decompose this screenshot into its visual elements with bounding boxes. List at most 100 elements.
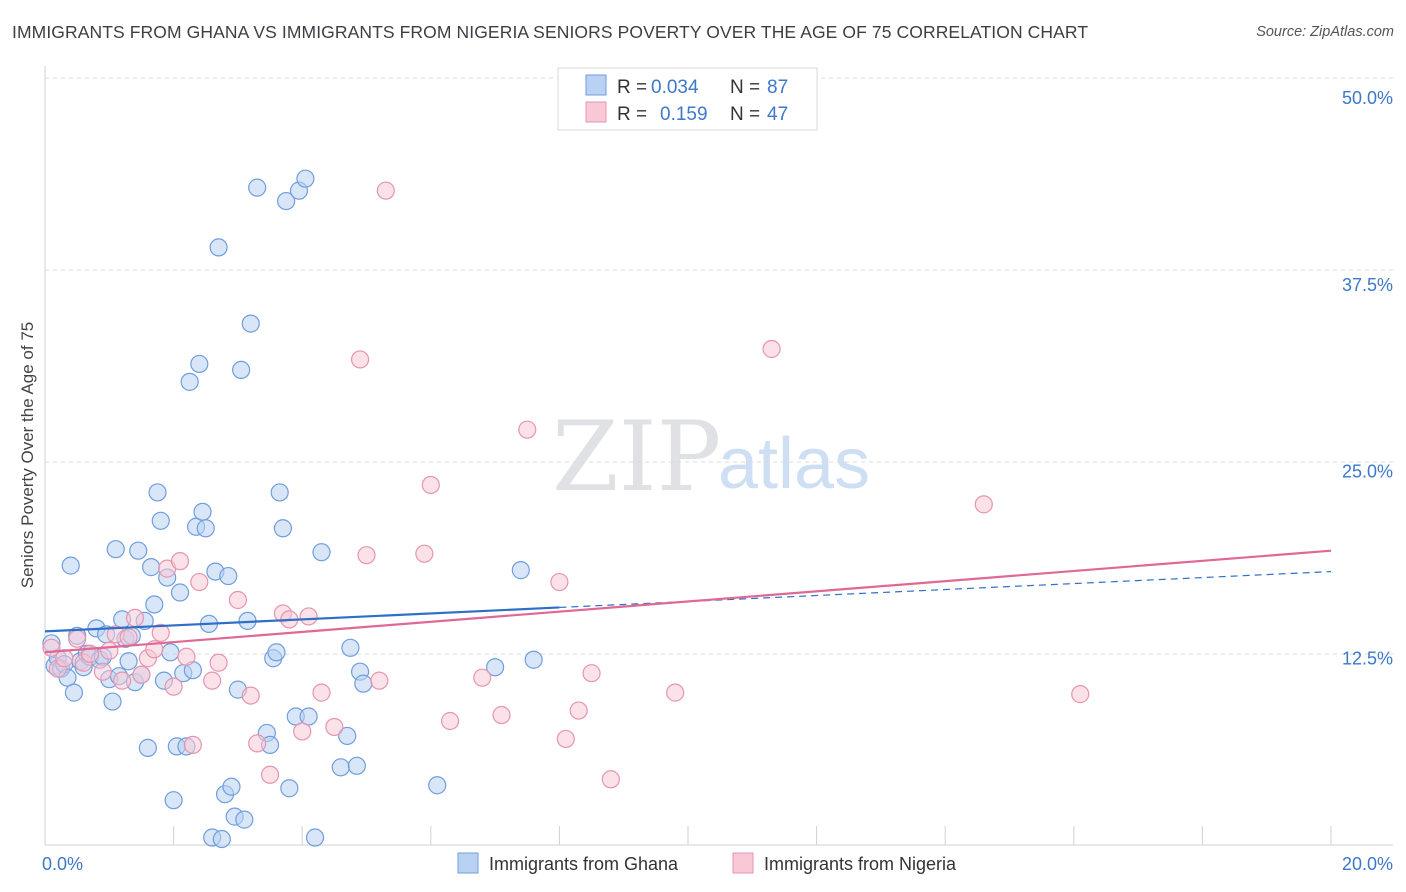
- legend-ghana-label: Immigrants from Ghana: [489, 854, 679, 874]
- ghana-point-37: [164, 791, 183, 810]
- nigeria-point-35: [357, 546, 376, 565]
- nigeria-point-42: [492, 705, 511, 725]
- ghana-point-59: [235, 810, 254, 829]
- nigeria-point-32: [312, 683, 331, 702]
- ghana-point-26: [129, 541, 148, 560]
- nigeria-point-3: [68, 629, 87, 648]
- ghana-r-label: R =: [617, 77, 647, 98]
- y-tick-label-3: 50.0%: [1342, 88, 1393, 108]
- y-tick-label-1: 25.0%: [1342, 462, 1393, 482]
- ghana-point-46: [193, 502, 212, 521]
- nigeria-point-39: [421, 475, 440, 495]
- ghana-point-6: [61, 556, 80, 575]
- ghana-point-76: [312, 543, 331, 562]
- ghana-point-36: [161, 643, 180, 662]
- ghana-stat-swatch: [585, 74, 607, 96]
- ghana-point-82: [354, 674, 373, 693]
- tick-labels: 12.5% 25.0% 37.5% 50.0% 0.0% 20.0%: [42, 88, 1393, 874]
- nigeria-trend-line: [44, 549, 1332, 654]
- ghana-point-68: [273, 519, 293, 538]
- ghana-point-30: [141, 558, 161, 577]
- nigeria-point-49: [666, 683, 685, 702]
- nigeria-point-12: [132, 665, 151, 684]
- nigeria-point-33: [325, 717, 344, 737]
- nigeria-points: [42, 181, 1090, 789]
- trend-lines: [44, 549, 1332, 654]
- nigeria-point-17: [164, 677, 183, 696]
- watermark-zip: ZIP: [552, 401, 721, 513]
- nigeria-point-6: [93, 662, 112, 681]
- ghana-point-32: [148, 483, 167, 502]
- watermark: ZIP atlas: [552, 401, 870, 513]
- series-legend: Immigrants from Ghana Immigrants from Ni…: [457, 852, 957, 874]
- nigeria-point-50: [762, 339, 781, 359]
- nigeria-point-44: [550, 572, 569, 592]
- ghana-point-18: [103, 692, 122, 711]
- ghana-point-86: [524, 650, 543, 669]
- nigeria-point-20: [183, 735, 202, 755]
- nigeria-point-27: [260, 765, 280, 784]
- ghana-point-80: [347, 756, 366, 775]
- nigeria-point-36: [370, 671, 389, 690]
- nigeria-point-9: [113, 671, 132, 690]
- ghana-point-69: [277, 191, 296, 211]
- x-tick-label-0: 0.0%: [42, 854, 83, 874]
- nigeria-point-37: [376, 181, 395, 200]
- nigeria-point-26: [248, 734, 267, 753]
- y-tick-label-2: 37.5%: [1342, 275, 1393, 295]
- ghana-point-78: [338, 726, 357, 746]
- nigeria-n-value: 47: [767, 104, 788, 125]
- nigeria-point-11: [125, 608, 145, 628]
- nigeria-point-47: [582, 664, 601, 683]
- nigeria-point-43: [518, 420, 537, 439]
- source-credit: Source: ZipAtlas.com: [1256, 24, 1394, 40]
- ghana-point-61: [241, 314, 260, 333]
- nigeria-point-52: [1071, 685, 1090, 704]
- nigeria-r-label: R =: [617, 104, 647, 125]
- nigeria-r-value: 0.159: [660, 104, 708, 125]
- ghana-point-66: [267, 643, 286, 662]
- ghana-point-29: [138, 738, 157, 757]
- stats-legend-box: R = 0.034 N = 87 R = 0.159 N = 47: [557, 67, 818, 131]
- ghana-point-7: [64, 683, 84, 702]
- axes: [44, 66, 1393, 846]
- ghana-point-85: [511, 561, 530, 580]
- nigeria-point-34: [350, 350, 370, 369]
- ghana-points: [42, 169, 543, 849]
- y-axis-title: Seniors Poverty Over the Age of 75: [18, 322, 37, 588]
- ghana-point-77: [331, 758, 350, 777]
- nigeria-stat-swatch: [585, 101, 607, 123]
- nigeria-point-40: [440, 711, 460, 731]
- ghana-point-58: [232, 360, 251, 380]
- ghana-point-84: [486, 658, 505, 677]
- nigeria-point-15: [151, 623, 170, 642]
- legend-ghana-swatch: [457, 852, 479, 874]
- y-tick-label-0: 12.5%: [1342, 648, 1393, 668]
- nigeria-point-48: [601, 770, 620, 789]
- nigeria-point-18: [170, 552, 190, 571]
- nigeria-point-31: [299, 607, 318, 626]
- ghana-point-74: [299, 707, 318, 726]
- nigeria-n-label: N =: [730, 104, 760, 125]
- x-tick-label-1: 20.0%: [1342, 854, 1393, 874]
- ghana-point-54: [219, 566, 238, 586]
- nigeria-point-21: [190, 572, 209, 592]
- nigeria-point-45: [556, 729, 575, 749]
- watermark-atlas: atlas: [718, 424, 870, 504]
- nigeria-point-25: [241, 686, 260, 705]
- nigeria-point-23: [209, 653, 228, 672]
- nigeria-point-51: [974, 495, 993, 514]
- ghana-trend-extension: [559, 570, 1332, 609]
- ghana-point-67: [270, 483, 289, 502]
- nigeria-point-30: [293, 722, 312, 741]
- ghana-point-31: [145, 595, 164, 614]
- ghana-point-75: [305, 828, 325, 847]
- ghana-point-70: [280, 779, 299, 798]
- ghana-point-23: [119, 652, 138, 671]
- ghana-point-73: [296, 169, 315, 188]
- ghana-point-39: [170, 583, 190, 602]
- ghana-point-83: [428, 776, 447, 795]
- ghana-point-55: [222, 777, 241, 796]
- ghana-point-62: [248, 178, 267, 197]
